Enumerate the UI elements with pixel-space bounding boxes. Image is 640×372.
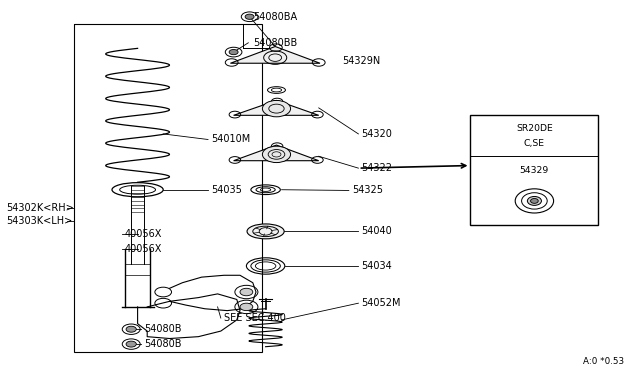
Bar xyxy=(470,115,598,225)
Text: 54040: 54040 xyxy=(362,227,392,236)
Text: 54302K<RH>: 54302K<RH> xyxy=(6,203,74,213)
Text: 54080BB: 54080BB xyxy=(253,38,297,48)
Text: 54303K<LH>: 54303K<LH> xyxy=(6,217,73,226)
Text: 54322: 54322 xyxy=(362,163,392,173)
Text: 54320: 54320 xyxy=(362,129,392,139)
Text: 40056X: 40056X xyxy=(125,244,162,254)
Circle shape xyxy=(262,100,291,117)
Text: 54080B: 54080B xyxy=(144,324,182,334)
Text: 54080BA: 54080BA xyxy=(253,12,297,22)
Text: SR20DE: SR20DE xyxy=(516,124,553,133)
Ellipse shape xyxy=(247,224,284,239)
Circle shape xyxy=(126,326,136,332)
Circle shape xyxy=(126,341,136,347)
Text: 54010M: 54010M xyxy=(211,135,250,144)
Text: 54329: 54329 xyxy=(520,166,549,175)
Polygon shape xyxy=(234,100,319,115)
Text: 40056X: 40056X xyxy=(125,230,162,239)
Circle shape xyxy=(229,49,238,55)
Text: A:0 *0.53: A:0 *0.53 xyxy=(583,357,624,366)
Circle shape xyxy=(240,288,253,296)
Text: 54035: 54035 xyxy=(211,185,242,195)
Text: 54052M: 54052M xyxy=(362,298,401,308)
Circle shape xyxy=(245,14,254,19)
Polygon shape xyxy=(230,46,320,63)
Circle shape xyxy=(240,303,253,311)
Text: 54329N: 54329N xyxy=(342,57,381,66)
Text: 54034: 54034 xyxy=(362,261,392,271)
Ellipse shape xyxy=(527,196,541,205)
Text: 54325: 54325 xyxy=(352,186,383,195)
Bar xyxy=(74,24,262,352)
Text: C,SE: C,SE xyxy=(524,140,545,148)
Circle shape xyxy=(262,146,291,163)
Text: 54080B: 54080B xyxy=(144,339,182,349)
Text: SEE SEC.400: SEE SEC.400 xyxy=(224,313,286,323)
Polygon shape xyxy=(234,145,319,161)
Ellipse shape xyxy=(531,199,538,203)
